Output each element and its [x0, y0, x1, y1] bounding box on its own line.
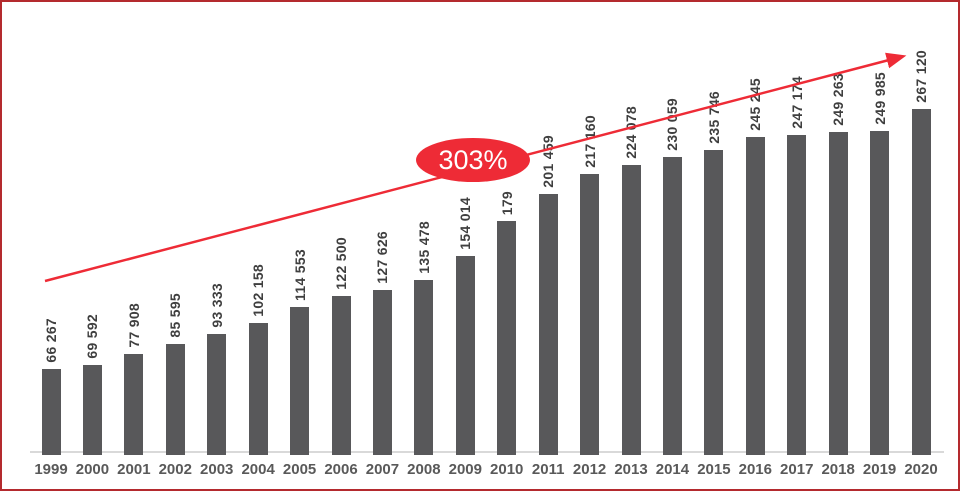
- year-label-2007: 2007: [365, 461, 400, 478]
- year-label-2012: 2012: [572, 461, 607, 478]
- value-label-2009: 154 014: [457, 197, 474, 250]
- value-label-2005: 114 553: [291, 249, 308, 301]
- year-label-2002: 2002: [158, 461, 192, 478]
- year-label-2004: 2004: [241, 461, 275, 478]
- year-label-2008: 2008: [407, 461, 441, 478]
- bar-2007: [372, 290, 392, 455]
- value-label-2008: 135 478: [415, 221, 432, 274]
- year-label-2010: 2010: [490, 461, 524, 478]
- value-label-2013: 224 078: [623, 106, 640, 159]
- year-label-2000: 2000: [75, 461, 110, 478]
- value-label-2017: 247 174: [788, 76, 805, 129]
- bar-2002: [165, 344, 185, 455]
- bar-2011: [538, 194, 558, 455]
- value-label-2006: 122 500: [333, 237, 349, 290]
- value-label-2012: 217 160: [581, 115, 598, 168]
- growth-callout-label: 303%: [438, 145, 507, 175]
- value-label-2007: 127 626: [374, 231, 391, 284]
- year-label-2015: 2015: [697, 461, 731, 478]
- bar-2018: [828, 132, 848, 455]
- bar-2016: [745, 137, 765, 455]
- value-label-2002: 85 595: [167, 293, 184, 338]
- bar-2012: [580, 174, 600, 455]
- bar-2017: [787, 135, 807, 455]
- bar-2008: [414, 280, 434, 455]
- year-label-2009: 2009: [448, 461, 482, 478]
- value-label-2000: 69 592: [84, 314, 101, 359]
- value-label-2011: 201 459: [540, 135, 557, 188]
- bar-2020: [911, 109, 931, 455]
- year-label-2011: 2011: [531, 461, 565, 478]
- bar-2019: [870, 131, 890, 455]
- year-label-2016: 2016: [738, 461, 772, 478]
- value-label-2016: 245 245: [747, 78, 764, 131]
- year-label-2006: 2006: [324, 461, 358, 478]
- value-label-2001: 77 908: [125, 303, 142, 348]
- value-label-2018: 249 263: [830, 73, 847, 126]
- bar-2015: [704, 150, 724, 455]
- year-label-2003: 2003: [200, 461, 234, 478]
- bar-2010: [497, 221, 517, 455]
- bar-2005: [290, 307, 310, 455]
- value-label-2015: 235 746: [705, 91, 722, 144]
- value-label-2010: 179: [498, 190, 515, 215]
- bar-2013: [621, 165, 641, 455]
- year-label-2020: 2020: [904, 461, 938, 478]
- value-label-1999: 66 267: [43, 318, 59, 363]
- bar-2004: [248, 323, 268, 455]
- bar-2009: [455, 256, 475, 455]
- value-label-2020: 267 120: [913, 50, 930, 103]
- year-label-2017: 2017: [780, 461, 814, 478]
- bar-2001: [124, 354, 144, 455]
- year-label-2014: 2014: [655, 461, 690, 478]
- bar-1999: [41, 369, 61, 455]
- year-label-2019: 2019: [862, 461, 897, 478]
- value-label-2004: 102 158: [250, 264, 267, 317]
- year-label-2018: 2018: [821, 461, 855, 478]
- year-label-2005: 2005: [282, 461, 317, 478]
- growth-callout-ellipse: [416, 138, 530, 182]
- bar-2003: [207, 334, 227, 455]
- value-label-2014: 230 059: [664, 98, 681, 151]
- value-label-2019: 249 985: [871, 72, 888, 125]
- year-label-1999: 1999: [34, 461, 68, 478]
- bar-2006: [331, 296, 351, 455]
- bar-2014: [662, 157, 682, 455]
- year-label-2001: 2001: [117, 461, 151, 478]
- x-axis-line: [30, 451, 944, 453]
- bar-2000: [82, 365, 102, 455]
- value-label-2003: 93 333: [208, 283, 225, 328]
- year-label-2013: 2013: [614, 461, 648, 478]
